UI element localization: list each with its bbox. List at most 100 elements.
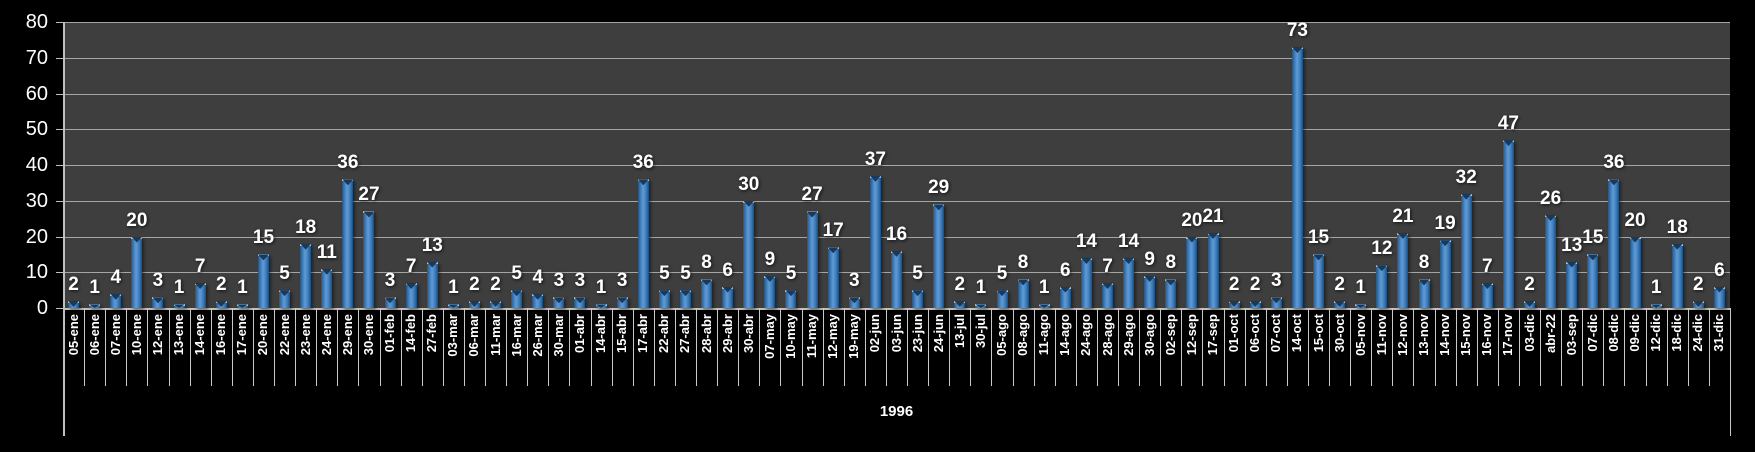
bar-top-notch (152, 297, 164, 304)
bar (637, 179, 649, 308)
bar (1291, 47, 1303, 308)
category-separator (189, 308, 191, 386)
bar-top-notch (869, 175, 881, 182)
bar-top-notch (257, 254, 269, 261)
bar-value-label: 36 (1603, 152, 1625, 174)
category-separator (1033, 308, 1035, 386)
bar-top-notch (342, 179, 354, 186)
bar (1165, 279, 1177, 308)
bar-value-label: 4 (532, 266, 544, 288)
y-axis-tick (56, 200, 63, 202)
bar-top-notch (1524, 300, 1536, 307)
bar-top-notch (1334, 300, 1346, 307)
category-separator (1012, 308, 1014, 386)
bar (553, 297, 565, 308)
x-axis-category-label: 15-oct (1310, 314, 1326, 353)
category-separator (1603, 308, 1605, 386)
gridline (63, 165, 1730, 166)
bar-top-notch (722, 286, 734, 293)
category-separator (463, 308, 465, 386)
bar-value-label: 6 (1060, 259, 1071, 281)
bar-value-label: 3 (384, 270, 396, 292)
x-axis-line (63, 308, 1730, 310)
x-axis-category-label: 16-mar (508, 314, 524, 357)
category-separator (84, 308, 86, 386)
y-axis-tick-label: 10 (25, 261, 48, 284)
x-axis-category-label: 24-ago (1078, 314, 1094, 356)
bar-top-notch (1439, 240, 1451, 247)
bar-top-notch (1502, 139, 1514, 146)
category-separator (126, 308, 128, 386)
y-axis-tick-label: 0 (36, 297, 48, 319)
category-separator (991, 308, 993, 386)
category-separator (717, 308, 719, 386)
bar (342, 179, 354, 308)
category-separator (864, 308, 866, 386)
x-axis-category-label: abr-22 (1542, 314, 1558, 354)
bar-top-notch (1692, 300, 1704, 307)
category-separator (907, 308, 909, 386)
x-axis-category-label: 30-oct (1331, 314, 1347, 353)
category-separator (442, 308, 444, 386)
x-axis-category-label: 14-abr (593, 314, 609, 354)
bar-top-notch (637, 179, 649, 186)
bar-value-label: 8 (1017, 252, 1029, 274)
x-axis-category-label: 16-nov (1479, 314, 1495, 356)
bar-top-notch (279, 290, 291, 297)
x-axis-category-label: 28-abr (698, 314, 714, 354)
x-axis-category-label: 13-ene (171, 314, 187, 356)
bar-value-label: 1 (448, 277, 459, 299)
x-axis-year-label: 1996 (879, 402, 914, 420)
bar-top-notch (490, 300, 502, 307)
category-separator (252, 308, 254, 386)
bar-top-notch (532, 293, 544, 300)
y-axis-tick-label: 50 (25, 118, 48, 141)
bar-value-label: 4 (110, 266, 122, 288)
bar (1713, 286, 1725, 308)
bar-top-notch (595, 304, 607, 308)
x-axis-category-label: 14-ago (1057, 314, 1073, 356)
bar-top-notch (1228, 300, 1240, 307)
category-separator (1286, 308, 1288, 386)
bar-value-label: 5 (659, 263, 670, 285)
bar (1439, 240, 1451, 308)
bar-top-notch (363, 211, 375, 218)
x-axis-category-label: 14-feb (403, 314, 419, 353)
x-axis-category-label: 03-dic (1521, 314, 1537, 352)
category-separator (1624, 308, 1626, 386)
bar (1228, 300, 1240, 308)
x-axis-category-label: 14-oct (1289, 314, 1305, 353)
bar-value-label: 1 (1038, 277, 1050, 299)
x-axis-category-label: 17-sep (1205, 314, 1221, 356)
bar-value-label: 20 (1624, 209, 1646, 231)
bar-top-notch (1186, 236, 1198, 243)
x-axis-category-label: 11-may (804, 314, 820, 359)
x-axis-category-label: 13-jul (951, 314, 967, 348)
bar-top-notch (1397, 232, 1409, 239)
category-separator (1434, 308, 1436, 386)
category-separator (1708, 308, 1710, 386)
bar-top-notch (827, 247, 839, 254)
bar (891, 250, 902, 308)
x-axis-category-label: 30-abr (740, 314, 756, 354)
category-separator (1118, 308, 1120, 386)
bar (595, 304, 607, 308)
bar-value-label: 37 (864, 148, 886, 170)
bar (194, 282, 206, 308)
bar (1080, 257, 1092, 308)
bar-top-notch (848, 297, 860, 304)
category-separator (1645, 308, 1647, 386)
bar-value-label: 2 (215, 273, 227, 295)
y-axis-tick (56, 308, 63, 309)
x-axis-category-label: 01-oct (1226, 314, 1242, 353)
bar-top-notch (975, 304, 987, 308)
bar-top-notch (1291, 47, 1303, 54)
bar-top-notch (954, 300, 966, 307)
category-separator (1497, 308, 1499, 386)
bar-top-notch (1481, 282, 1493, 289)
y-axis-tick (56, 57, 63, 59)
bar-top-notch (1671, 243, 1683, 250)
bar (954, 300, 966, 308)
bar (384, 297, 396, 308)
bar-top-notch (447, 304, 459, 308)
